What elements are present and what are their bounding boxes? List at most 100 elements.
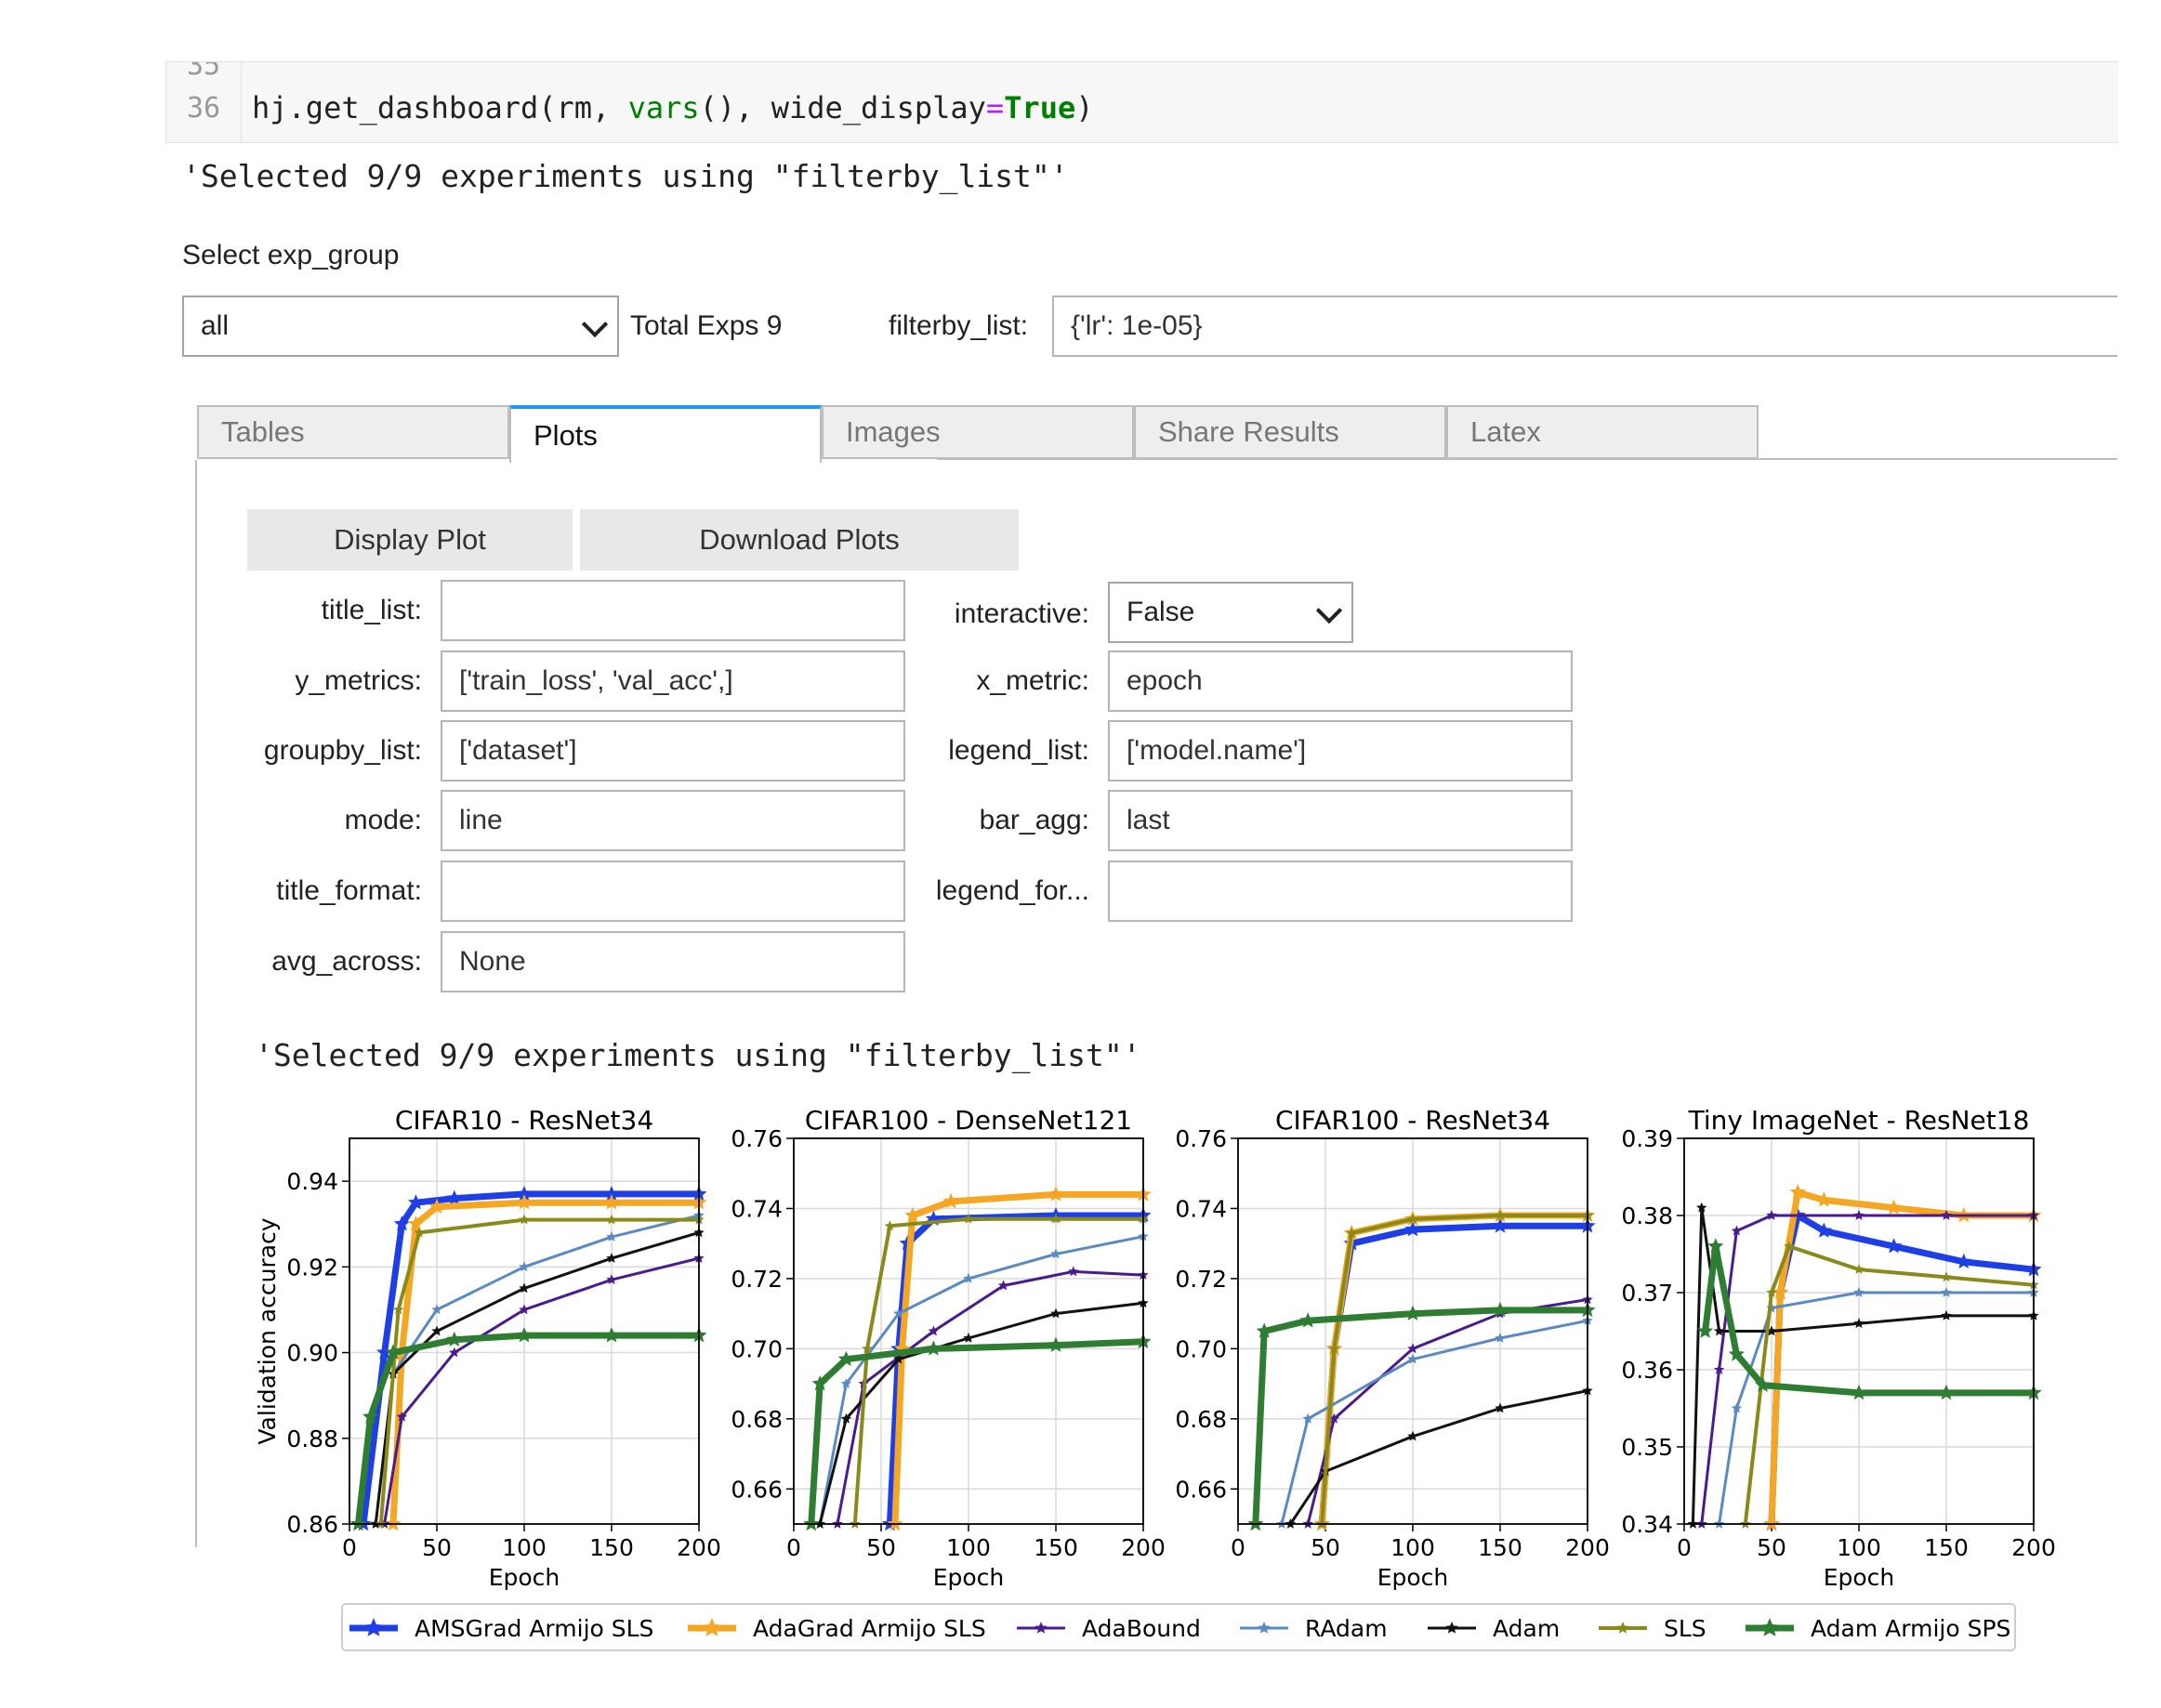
legend-box bbox=[341, 1603, 2016, 1651]
data-point bbox=[1941, 1210, 1952, 1220]
tab-images[interactable]: Images bbox=[822, 405, 1134, 459]
data-point bbox=[1068, 1266, 1079, 1277]
bar-agg-input[interactable]: last bbox=[1108, 790, 1573, 851]
data-point bbox=[519, 1304, 530, 1315]
data-point bbox=[811, 1375, 828, 1391]
filterby-input[interactable]: {'lr': 1e-05} bbox=[1052, 296, 2117, 357]
data-point bbox=[893, 1353, 904, 1364]
data-point bbox=[603, 1194, 620, 1210]
series-line bbox=[354, 1332, 699, 1524]
series-line bbox=[836, 1269, 1143, 1524]
tab-tables[interactable]: Tables bbox=[197, 405, 509, 459]
data-point bbox=[1853, 1287, 1865, 1297]
y-tick-label: 0.37 bbox=[1621, 1280, 1673, 1307]
tabs-divider bbox=[937, 458, 2117, 460]
title-format-label: title_format: bbox=[276, 875, 422, 906]
panel-border bbox=[195, 460, 197, 1547]
series-line bbox=[374, 1214, 699, 1524]
data-point bbox=[928, 1325, 940, 1336]
data-point bbox=[376, 1344, 393, 1360]
series-line bbox=[374, 1230, 699, 1524]
data-point bbox=[1941, 1287, 1952, 1297]
mode-input[interactable]: line bbox=[441, 790, 905, 851]
y-tick-label: 0.68 bbox=[1175, 1406, 1227, 1433]
avg-across-input[interactable]: None bbox=[441, 931, 905, 992]
x-tick-label: 200 bbox=[677, 1534, 721, 1561]
y-tick-label: 0.88 bbox=[286, 1426, 338, 1452]
data-point bbox=[997, 1280, 1009, 1291]
data-point bbox=[942, 1192, 959, 1209]
data-point bbox=[519, 1214, 530, 1225]
series-line bbox=[1768, 1189, 2034, 1524]
legend-marker bbox=[1616, 1622, 1629, 1634]
plot-frame bbox=[1683, 1137, 2035, 1525]
output-text: 'Selected 9/9 experiments using "filterb… bbox=[182, 158, 1069, 194]
data-point bbox=[1713, 1364, 1725, 1374]
plot-output-text: 'Selected 9/9 experiments using "filterb… bbox=[255, 1037, 1141, 1073]
legend-marker bbox=[1759, 1618, 1780, 1636]
data-point bbox=[1495, 1210, 1506, 1220]
x-tick-label: 0 bbox=[342, 1534, 357, 1561]
y-tick-label: 0.36 bbox=[1621, 1357, 1673, 1384]
data-point bbox=[1766, 1325, 1777, 1336]
data-point bbox=[392, 1304, 404, 1315]
y-tick-label: 0.39 bbox=[1621, 1125, 1673, 1152]
y-metrics-input[interactable]: ['train_loss', 'val_acc',] bbox=[441, 650, 905, 712]
data-point bbox=[603, 1327, 620, 1343]
data-point bbox=[1407, 1353, 1418, 1364]
x-tick-label: 100 bbox=[502, 1534, 547, 1561]
line-number: 36 bbox=[187, 92, 221, 125]
plot-frame bbox=[349, 1137, 700, 1525]
data-point bbox=[1941, 1271, 1952, 1282]
series-line bbox=[1306, 1298, 1588, 1524]
tab-share-results[interactable]: Share Results bbox=[1134, 405, 1446, 459]
legend-marker bbox=[702, 1618, 722, 1636]
data-point bbox=[1299, 1312, 1316, 1328]
series-line bbox=[1743, 1244, 2034, 1524]
data-point bbox=[1766, 1210, 1777, 1220]
display-plot-button[interactable]: Display Plot bbox=[247, 509, 573, 571]
chart-title: Tiny ImageNet - ResNet18 bbox=[1688, 1105, 2030, 1136]
title-list-input[interactable] bbox=[441, 580, 905, 641]
chart-1: 0 50 100 150 200 0.86 0.88 0.90 0.92 0.94 CIFAR10 … bbox=[254, 1105, 721, 1591]
legend-label: Adam Armijo SPS bbox=[1811, 1615, 2010, 1642]
y-tick-label: 0.86 bbox=[286, 1511, 338, 1538]
legend-list-input[interactable]: ['model.name'] bbox=[1108, 720, 1573, 782]
legend-format-input[interactable] bbox=[1108, 861, 1573, 922]
x-metric-input[interactable]: epoch bbox=[1108, 650, 1573, 712]
data-point bbox=[1853, 1318, 1865, 1329]
data-point bbox=[1815, 1222, 1832, 1238]
y-tick-label: 0.66 bbox=[731, 1476, 783, 1503]
data-point bbox=[396, 1411, 408, 1422]
filterby-label: filterby_list: bbox=[889, 310, 1029, 341]
data-point bbox=[884, 1220, 896, 1231]
legend-format-label: legend_for... bbox=[935, 875, 1089, 906]
data-point bbox=[431, 1325, 442, 1336]
interactive-select[interactable]: False bbox=[1108, 582, 1353, 643]
total-exps-label: Total Exps 9 bbox=[630, 310, 783, 341]
data-point bbox=[963, 1213, 974, 1224]
code-cell[interactable]: 35 36 hj.get_dashboard(rm, vars(), wide_… bbox=[165, 61, 2118, 143]
data-point bbox=[837, 1350, 854, 1366]
data-point bbox=[516, 1327, 533, 1343]
x-metric-label: x_metric: bbox=[976, 665, 1089, 696]
chart-title: CIFAR100 - ResNet34 bbox=[1275, 1105, 1550, 1136]
data-point bbox=[1346, 1227, 1357, 1238]
exp-group-select[interactable]: all bbox=[182, 296, 619, 357]
title-format-input[interactable] bbox=[441, 861, 905, 922]
groupby-list-input[interactable]: ['dataset'] bbox=[441, 720, 905, 782]
x-tick-label: 100 bbox=[1837, 1534, 1881, 1561]
data-point bbox=[1941, 1309, 1952, 1320]
legend-marker bbox=[1258, 1622, 1271, 1634]
series-line bbox=[1318, 1212, 1588, 1524]
data-point bbox=[1853, 1210, 1865, 1220]
download-plots-button[interactable]: Download Plots bbox=[580, 509, 1019, 571]
legend-marker bbox=[1034, 1622, 1048, 1634]
x-tick-label: 200 bbox=[1121, 1534, 1166, 1561]
tab-latex[interactable]: Latex bbox=[1446, 405, 1759, 459]
x-tick-label: 0 bbox=[1231, 1534, 1245, 1561]
data-point bbox=[925, 1340, 942, 1356]
chart-title: CIFAR100 - DenseNet121 bbox=[805, 1105, 1132, 1136]
data-point bbox=[385, 1344, 402, 1360]
tab-plots[interactable]: Plots bbox=[509, 405, 822, 463]
